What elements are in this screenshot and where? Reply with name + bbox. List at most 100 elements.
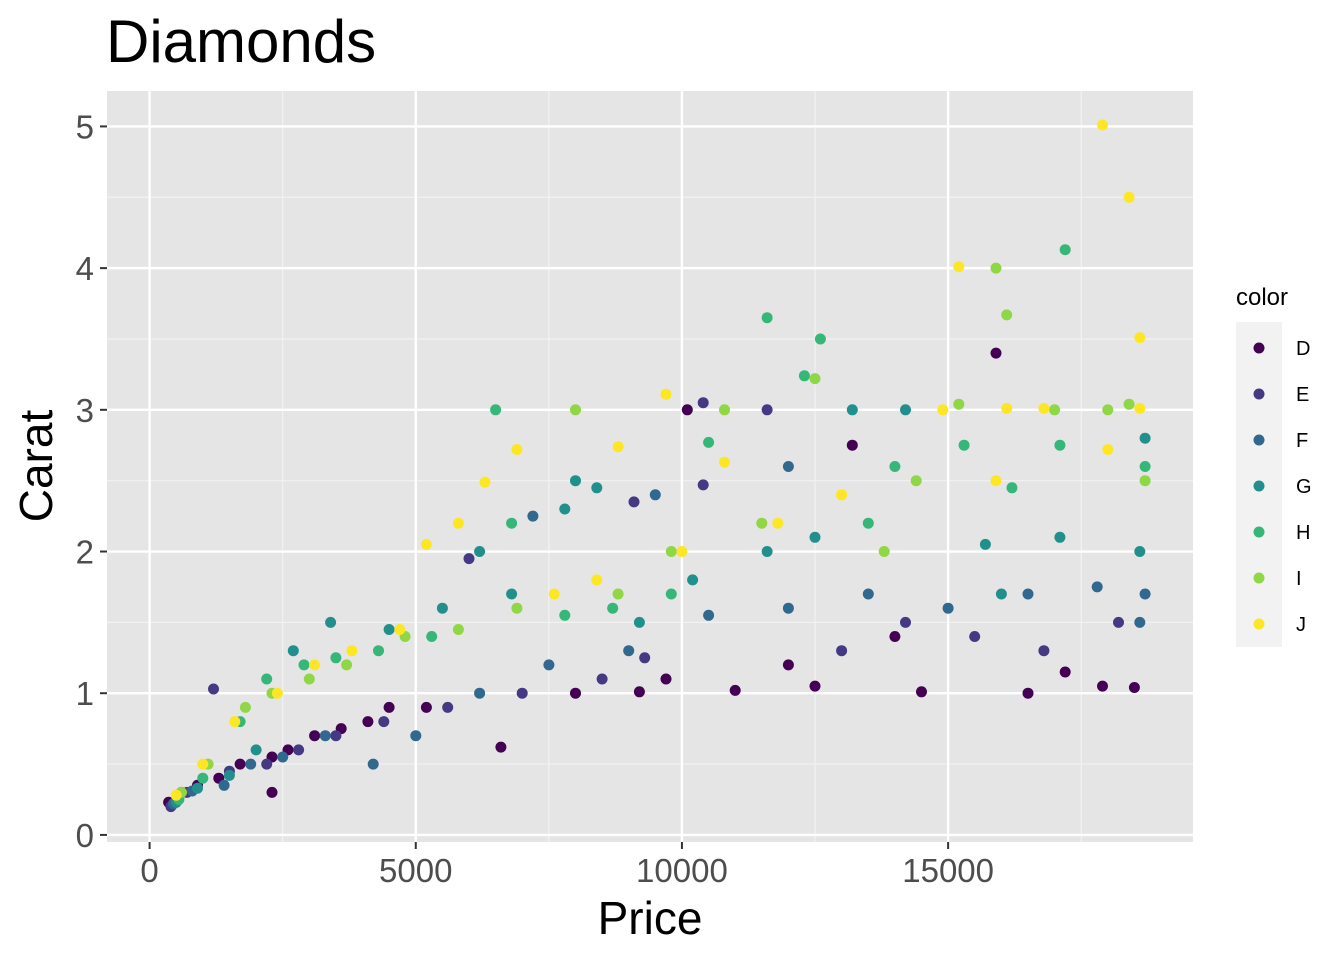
data-point xyxy=(761,312,773,324)
x-tick-label: 0 xyxy=(140,852,158,889)
data-point xyxy=(665,546,677,557)
data-point xyxy=(250,744,262,756)
data-point xyxy=(1134,332,1146,344)
data-point xyxy=(990,475,1002,487)
data-point xyxy=(319,730,331,742)
data-point xyxy=(772,517,784,529)
data-point xyxy=(287,645,299,657)
legend-label-J: J xyxy=(1296,614,1306,636)
y-axis-title: Carat xyxy=(10,410,62,523)
data-point xyxy=(687,574,699,586)
data-point xyxy=(889,461,901,472)
data-point xyxy=(303,673,315,685)
data-point xyxy=(756,517,768,529)
data-point xyxy=(591,482,603,494)
data-point xyxy=(1139,461,1151,472)
data-point xyxy=(676,546,688,557)
data-point xyxy=(1054,531,1066,543)
data-point xyxy=(367,758,379,770)
data-point xyxy=(782,461,794,472)
data-point xyxy=(1059,244,1071,256)
legend-label-G: G xyxy=(1296,476,1312,498)
y-tick-label: 3 xyxy=(76,392,94,429)
data-point xyxy=(814,333,826,345)
data-point xyxy=(245,758,257,770)
data-point xyxy=(1134,616,1146,628)
data-point xyxy=(495,741,507,753)
data-point xyxy=(1123,191,1135,203)
data-point xyxy=(218,779,230,791)
data-point xyxy=(665,588,677,600)
chart-title: Diamonds xyxy=(106,8,376,75)
data-point xyxy=(1038,402,1050,414)
data-point xyxy=(266,786,278,798)
data-point xyxy=(761,404,773,416)
data-point xyxy=(378,716,390,728)
data-point xyxy=(660,673,672,685)
data-point xyxy=(1059,666,1071,678)
data-point xyxy=(511,602,523,614)
data-point xyxy=(916,686,927,698)
data-point xyxy=(660,388,672,400)
data-point xyxy=(229,716,241,728)
data-point xyxy=(436,602,448,614)
data-point xyxy=(197,772,209,784)
data-point xyxy=(846,439,858,451)
data-point xyxy=(1139,588,1151,600)
data-point xyxy=(234,758,246,770)
data-point xyxy=(426,631,438,642)
data-point xyxy=(452,624,464,635)
y-tick-label: 2 xyxy=(76,534,94,571)
data-point xyxy=(703,436,715,448)
data-point xyxy=(223,769,235,781)
grid-lines xyxy=(107,91,1193,842)
data-point xyxy=(452,517,464,529)
data-point xyxy=(309,659,321,671)
data-point xyxy=(1001,309,1013,321)
data-point xyxy=(953,398,965,410)
data-point xyxy=(479,476,491,488)
data-point xyxy=(330,652,342,664)
data-point xyxy=(394,624,406,635)
data-point xyxy=(1097,119,1108,131)
legend-key-H xyxy=(1253,526,1265,538)
series-F xyxy=(168,461,1151,810)
data-point xyxy=(809,680,821,692)
data-point xyxy=(474,546,486,557)
data-point xyxy=(1022,687,1034,699)
plot-panel xyxy=(107,91,1193,842)
data-point xyxy=(591,574,603,586)
data-point xyxy=(208,683,219,695)
data-point xyxy=(239,701,251,713)
data-point xyxy=(990,347,1002,359)
data-point xyxy=(559,609,571,621)
y-tick-label: 4 xyxy=(76,250,94,287)
data-point xyxy=(570,687,581,699)
data-point xyxy=(910,475,922,487)
data-point xyxy=(383,624,395,635)
legend-label-E: E xyxy=(1296,384,1309,406)
data-point xyxy=(506,517,518,529)
legend-key-E xyxy=(1253,388,1265,400)
data-point xyxy=(809,373,821,385)
data-point xyxy=(836,645,848,657)
data-point xyxy=(543,659,555,671)
data-point xyxy=(995,588,1007,600)
legend-label-F: F xyxy=(1296,430,1308,452)
data-point xyxy=(782,659,794,671)
data-point xyxy=(798,370,810,382)
x-tick-label: 15000 xyxy=(902,852,994,889)
data-point xyxy=(596,673,608,685)
data-point xyxy=(697,479,709,491)
data-point xyxy=(633,616,645,628)
data-point xyxy=(1123,398,1135,410)
data-point xyxy=(463,553,475,565)
data-point xyxy=(942,602,954,614)
data-point xyxy=(1134,402,1146,414)
data-point xyxy=(979,538,991,550)
legend-key-G xyxy=(1253,480,1265,492)
data-point xyxy=(761,546,773,557)
data-point xyxy=(623,645,635,657)
data-point xyxy=(1102,444,1114,455)
data-point xyxy=(170,789,182,801)
